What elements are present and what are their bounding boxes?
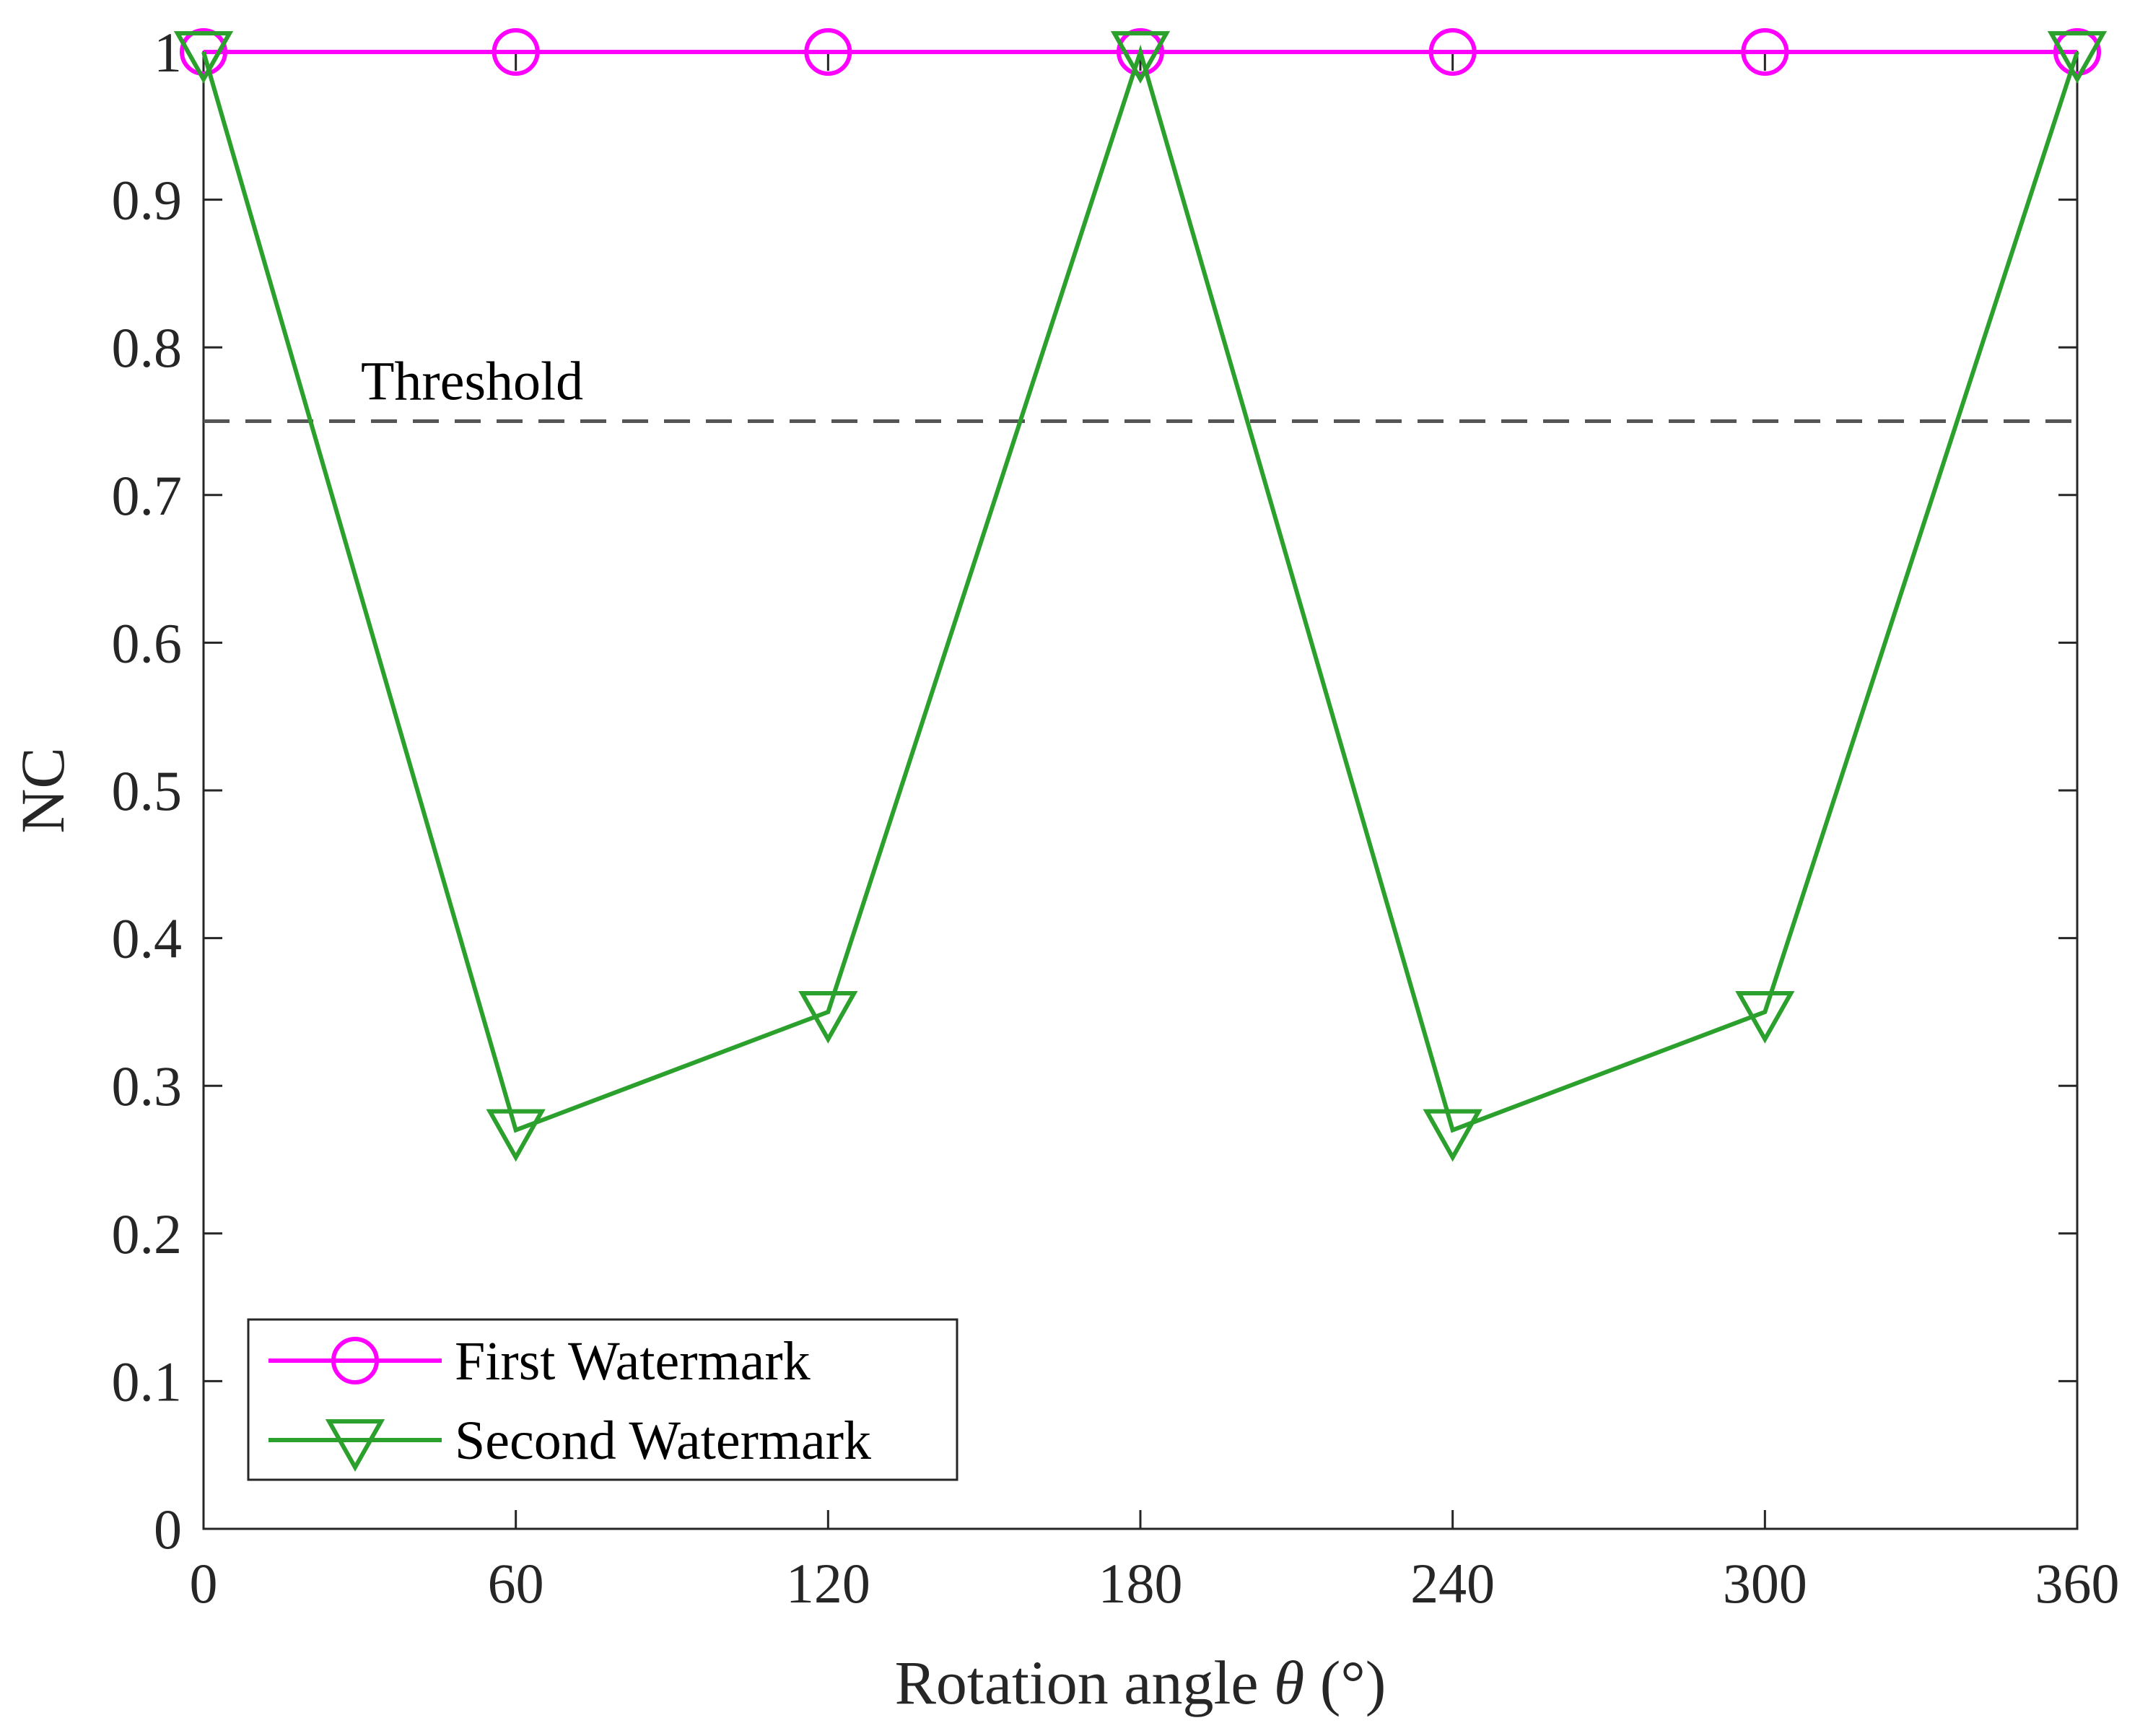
x-tick-label: 360: [2035, 1552, 2120, 1615]
data-point: [1735, 990, 1795, 1044]
y-tick-label: 0.6: [112, 611, 183, 674]
y-tick-label: 0.8: [112, 316, 183, 379]
data-point: [2053, 28, 2101, 76]
data-point: [804, 28, 852, 76]
legend-item: Second Watermark: [268, 1410, 871, 1472]
plot-area: [202, 51, 2079, 1530]
y-tick-label: 0.3: [112, 1055, 183, 1117]
legend-item: First Watermark: [268, 1331, 811, 1392]
series-2: [173, 31, 2108, 1162]
x-tick-label: 240: [1410, 1552, 1495, 1615]
data-point: [798, 990, 858, 1044]
theta-symbol: θ: [1274, 1648, 1304, 1717]
x-axis-label: Rotation angle θ (°): [895, 1648, 1386, 1717]
data-point: [1423, 1109, 1482, 1162]
legend-label: Second Watermark: [455, 1410, 871, 1471]
data-point: [492, 28, 540, 76]
y-tick-label: 0.7: [112, 464, 183, 527]
x-axis-ticks: 0 60 120 180 240 300 360: [190, 52, 2120, 1615]
legend-marker: [325, 1419, 385, 1472]
data-point: [486, 1109, 546, 1162]
x-tick-label: 120: [786, 1552, 870, 1615]
legend: First Watermark Second Watermark: [247, 1318, 958, 1481]
data-point: [1741, 28, 1789, 76]
legend-box: [247, 1318, 958, 1481]
series-line: [201, 44, 2079, 1133]
y-axis-label: NC: [8, 747, 77, 833]
y-tick-label: 0.1: [112, 1350, 183, 1413]
y-tick-label: 0.5: [112, 759, 183, 822]
data-point: [1428, 28, 1477, 76]
y-axis-ticks: 0 0.1 0.2 0.3 0.4 0.5 0.6 0.7 0.8 0.9 1: [112, 21, 2077, 1561]
y-tick-label: 1: [154, 21, 182, 84]
x-axis-label-prefix: Rotation angle: [895, 1648, 1274, 1717]
x-tick-label: 180: [1099, 1552, 1183, 1615]
x-tick-label: 300: [1723, 1552, 1807, 1615]
data-point: [2047, 31, 2108, 84]
legend-items: First Watermark Second Watermark: [268, 1331, 871, 1472]
data-point: [1110, 31, 1171, 84]
y-tick-label: 0.9: [112, 169, 183, 232]
data-point: [173, 31, 234, 84]
x-tick-label: 60: [488, 1552, 544, 1615]
series-layer: [173, 28, 2108, 1162]
x-tick-label: 0: [190, 1552, 218, 1615]
legend-label: First Watermark: [455, 1331, 811, 1392]
legend-marker: [331, 1337, 379, 1384]
y-tick-label: 0.2: [112, 1203, 183, 1265]
data-point: [180, 28, 227, 76]
y-tick-label: 0: [154, 1498, 182, 1561]
threshold-label: Threshold: [361, 352, 583, 412]
x-axis-label-suffix: (°): [1304, 1648, 1386, 1717]
data-point: [1117, 28, 1164, 76]
y-tick-label: 0.4: [112, 907, 183, 970]
